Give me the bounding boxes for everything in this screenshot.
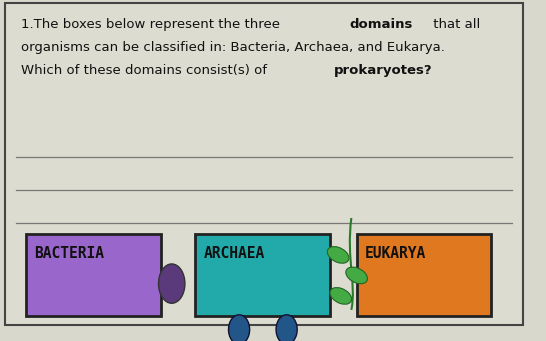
Ellipse shape	[328, 247, 349, 263]
Text: that all: that all	[429, 18, 480, 31]
Text: organisms can be classified in: Bacteria, Archaea, and Eukarya.: organisms can be classified in: Bacteria…	[21, 41, 445, 54]
FancyBboxPatch shape	[26, 234, 161, 316]
Text: EUKARYA: EUKARYA	[365, 246, 426, 261]
Text: prokaryotes?: prokaryotes?	[334, 64, 432, 77]
FancyBboxPatch shape	[195, 234, 330, 316]
Text: domains: domains	[350, 18, 413, 31]
Ellipse shape	[158, 264, 185, 303]
Ellipse shape	[330, 287, 352, 304]
Text: BACTERIA: BACTERIA	[34, 246, 104, 261]
FancyBboxPatch shape	[5, 3, 523, 325]
FancyBboxPatch shape	[357, 234, 491, 316]
Text: 1.The boxes below represent the three: 1.The boxes below represent the three	[21, 18, 284, 31]
Text: Which of these domains consist(s) of: Which of these domains consist(s) of	[21, 64, 271, 77]
Ellipse shape	[346, 267, 367, 284]
Ellipse shape	[229, 315, 250, 341]
Text: ARCHAEA: ARCHAEA	[204, 246, 265, 261]
Ellipse shape	[276, 315, 297, 341]
